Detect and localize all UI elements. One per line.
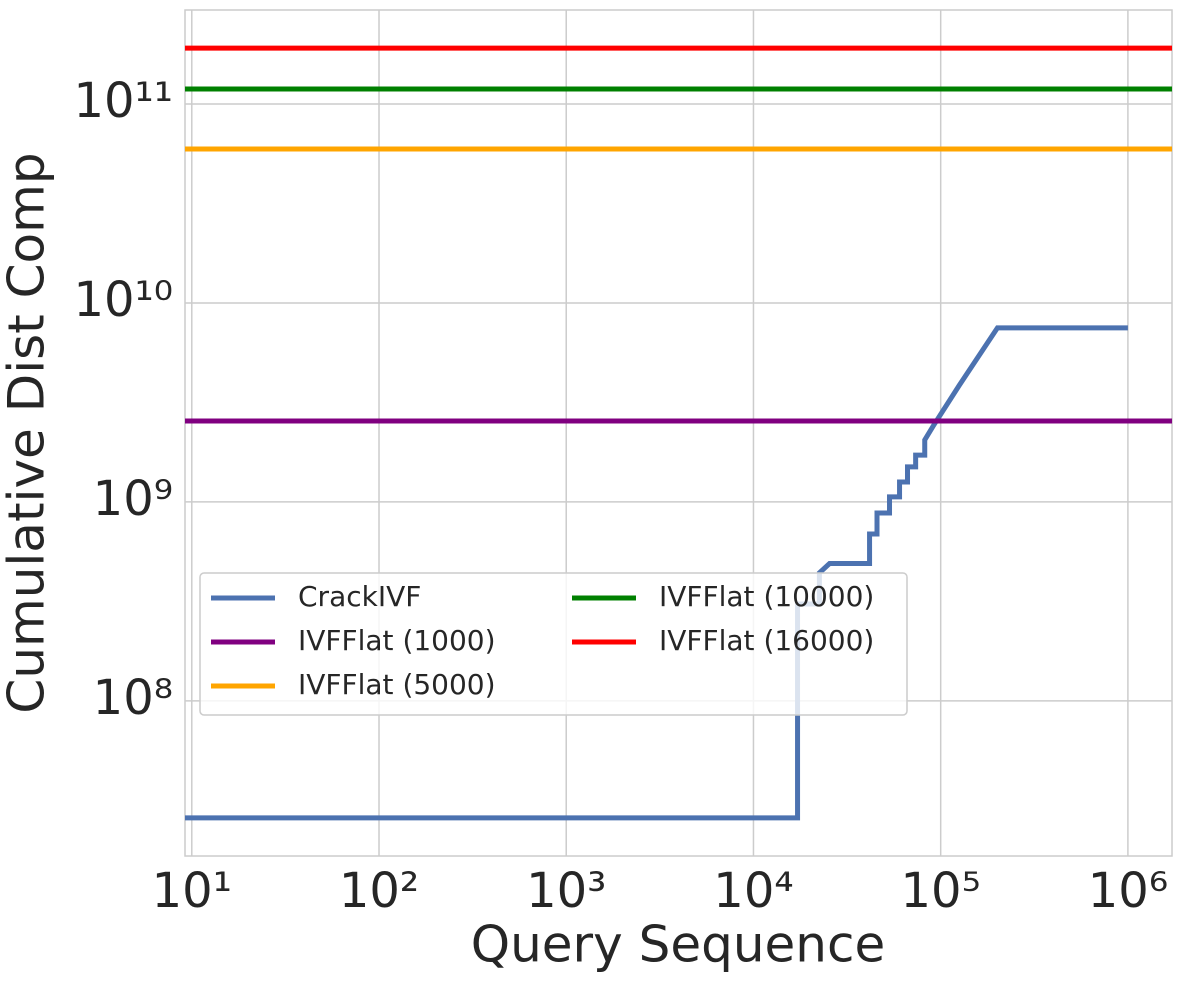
y-axis-label: Cumulative Dist Comp bbox=[0, 152, 56, 713]
x-tick-label: 10¹ bbox=[152, 863, 232, 919]
y-tick-label: 10⁸ bbox=[93, 670, 173, 726]
plot-frame bbox=[184, 9, 1173, 857]
x-tick-label: 10⁶ bbox=[1088, 863, 1168, 919]
x-tick-label: 10³ bbox=[526, 863, 606, 919]
x-axis-label: Query Sequence bbox=[471, 916, 885, 974]
y-tick-label: 10⁹ bbox=[93, 471, 173, 527]
y-tick-label: 10¹¹ bbox=[73, 73, 173, 129]
x-tick-label: 10⁴ bbox=[713, 863, 793, 919]
legend-label: IVFFlat (10000) bbox=[659, 580, 874, 613]
legend-label: IVFFlat (16000) bbox=[659, 624, 874, 657]
legend-box bbox=[199, 572, 908, 716]
legend-label: IVFFlat (5000) bbox=[298, 668, 496, 701]
y-tick-label: 10¹⁰ bbox=[73, 272, 173, 328]
legend-label: CrackIVF bbox=[298, 580, 421, 613]
x-tick-label: 10⁵ bbox=[901, 863, 981, 919]
legend-label: IVFFlat (1000) bbox=[298, 624, 496, 657]
x-tick-label: 10² bbox=[339, 863, 419, 919]
